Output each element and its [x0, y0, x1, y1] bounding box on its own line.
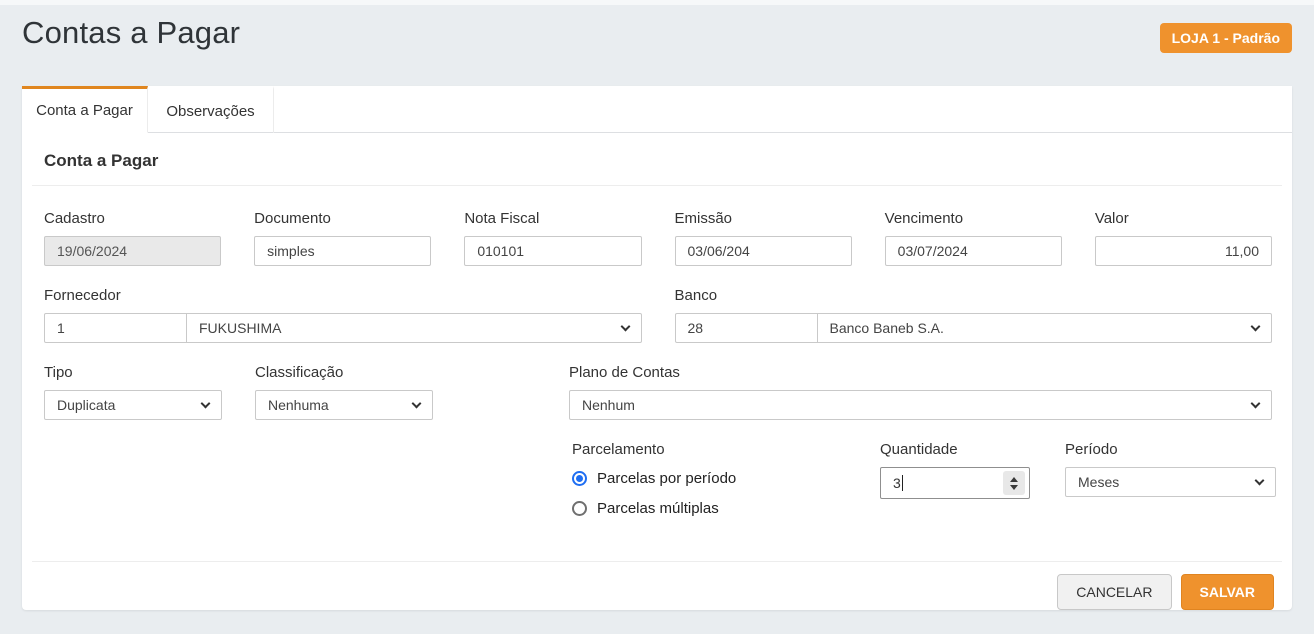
fornecedor-code-input[interactable]: 1 [44, 313, 187, 343]
documento-label: Documento [254, 210, 331, 227]
radio-label: Parcelas por período [597, 469, 737, 487]
field-parcelamento: Parcelamento Parcelas por período Parcel… [572, 441, 880, 519]
main-panel: Conta a Pagar Observações Conta a Pagar … [22, 86, 1292, 610]
page-header: Contas a Pagar LOJA 1 - Padrão [0, 5, 1314, 86]
field-tipo: Tipo Duplicata [44, 364, 222, 420]
vencimento-value: 03/07/2024 [897, 243, 968, 259]
field-fornecedor: Fornecedor 1 FUKUSHIMA [44, 287, 642, 343]
tab-observacoes[interactable]: Observações [148, 86, 274, 133]
radio-parcelas-multiplas[interactable]: Parcelas múltiplas [572, 497, 880, 519]
save-button[interactable]: SALVAR [1180, 574, 1274, 610]
nota-fiscal-value: 010101 [477, 243, 525, 259]
radio-selected-icon [572, 470, 587, 486]
stepper-down-icon [1010, 484, 1018, 490]
classificacao-select[interactable]: Nenhuma [255, 390, 433, 420]
footer-actions: CANCELAR SALVAR [22, 562, 1292, 610]
emissao-value: 03/06/204 [687, 243, 750, 259]
emissao-input[interactable]: 03/06/204 [674, 236, 852, 266]
field-valor: Valor 11,00 [1094, 210, 1272, 266]
tab-label: Observações [166, 102, 255, 120]
text-cursor [901, 475, 903, 491]
tab-label: Conta a Pagar [36, 102, 133, 119]
quantidade-label: Quantidade [880, 441, 958, 458]
field-emissao: Emissão 03/06/204 [674, 210, 852, 266]
banco-code-value: 28 [687, 320, 704, 336]
periodo-select[interactable]: Meses [1065, 467, 1276, 497]
top-strip [0, 0, 1314, 5]
tipo-select[interactable]: Duplicata [44, 390, 222, 420]
page-title: Contas a Pagar [22, 15, 241, 50]
field-classificacao: Classificação Nenhuma [255, 364, 433, 420]
field-vencimento: Vencimento 03/07/2024 [884, 210, 1062, 266]
quantidade-value: 3 [893, 475, 901, 491]
documento-input[interactable]: simples [254, 236, 432, 266]
quantidade-input[interactable]: 3 [880, 467, 1030, 499]
valor-label: Valor [1094, 210, 1129, 227]
emissao-label: Emissão [674, 210, 733, 227]
fornecedor-select-value: FUKUSHIMA [199, 320, 282, 336]
chevron-down-icon [1250, 321, 1261, 332]
field-periodo: Período Meses [1065, 441, 1276, 519]
chevron-down-icon [1254, 475, 1265, 486]
plano-de-contas-select-value: Nenhum [582, 397, 635, 413]
chevron-down-icon [411, 398, 422, 409]
banco-code-input[interactable]: 28 [674, 313, 818, 343]
tipo-select-value: Duplicata [57, 397, 116, 413]
tab-conta-a-pagar[interactable]: Conta a Pagar [22, 86, 148, 133]
fornecedor-label: Fornecedor [44, 287, 121, 304]
periodo-label: Período [1065, 441, 1118, 458]
fornecedor-code-value: 1 [57, 320, 65, 336]
classificacao-select-value: Nenhuma [268, 397, 329, 413]
stepper-up-icon [1010, 476, 1018, 482]
cadastro-label: Cadastro [44, 210, 105, 227]
cadastro-value: 19/06/2024 [57, 243, 128, 259]
cancel-button[interactable]: CANCELAR [1057, 574, 1172, 610]
radio-label: Parcelas múltiplas [597, 499, 719, 517]
field-nota-fiscal: Nota Fiscal 010101 [464, 210, 642, 266]
fornecedor-select[interactable]: FUKUSHIMA [186, 313, 642, 343]
store-badge[interactable]: LOJA 1 - Padrão [1159, 23, 1292, 53]
form-area: Cadastro 19/06/2024 Documento simples No… [22, 186, 1292, 538]
section-heading: Conta a Pagar [44, 151, 159, 170]
footer-divider [32, 561, 1282, 562]
vencimento-label: Vencimento [884, 210, 964, 227]
field-plano-de-contas: Plano de Contas Nenhum [569, 364, 1272, 420]
chevron-down-icon [200, 398, 211, 409]
nota-fiscal-label: Nota Fiscal [464, 210, 540, 227]
classificacao-label: Classificação [255, 364, 344, 381]
field-banco: Banco 28 Banco Baneb S.A. [674, 287, 1272, 343]
banco-select[interactable]: Banco Baneb S.A. [816, 313, 1272, 343]
plano-de-contas-label: Plano de Contas [569, 364, 680, 381]
radio-parcelas-por-periodo[interactable]: Parcelas por período [572, 467, 880, 489]
field-quantidade: Quantidade 3 [880, 441, 1030, 519]
chevron-down-icon [620, 321, 630, 332]
valor-input[interactable]: 11,00 [1094, 236, 1272, 266]
valor-value: 11,00 [1225, 243, 1259, 259]
parcelamento-label: Parcelamento [572, 441, 665, 458]
tipo-label: Tipo [44, 364, 73, 381]
plano-de-contas-select[interactable]: Nenhum [569, 390, 1272, 420]
cadastro-input: 19/06/2024 [44, 236, 222, 266]
tab-bar: Conta a Pagar Observações [22, 86, 1292, 133]
nota-fiscal-input[interactable]: 010101 [464, 236, 642, 266]
chevron-down-icon [1250, 398, 1261, 409]
field-documento: Documento simples [254, 210, 432, 266]
documento-value: simples [267, 243, 315, 259]
periodo-select-value: Meses [1078, 474, 1120, 490]
radio-unselected-icon [572, 500, 587, 516]
section-divider [32, 185, 1282, 186]
banco-select-value: Banco Baneb S.A. [829, 320, 944, 336]
banco-label: Banco [674, 287, 718, 304]
field-cadastro: Cadastro 19/06/2024 [44, 210, 222, 266]
vencimento-input[interactable]: 03/07/2024 [884, 236, 1062, 266]
number-stepper[interactable] [1003, 471, 1025, 495]
